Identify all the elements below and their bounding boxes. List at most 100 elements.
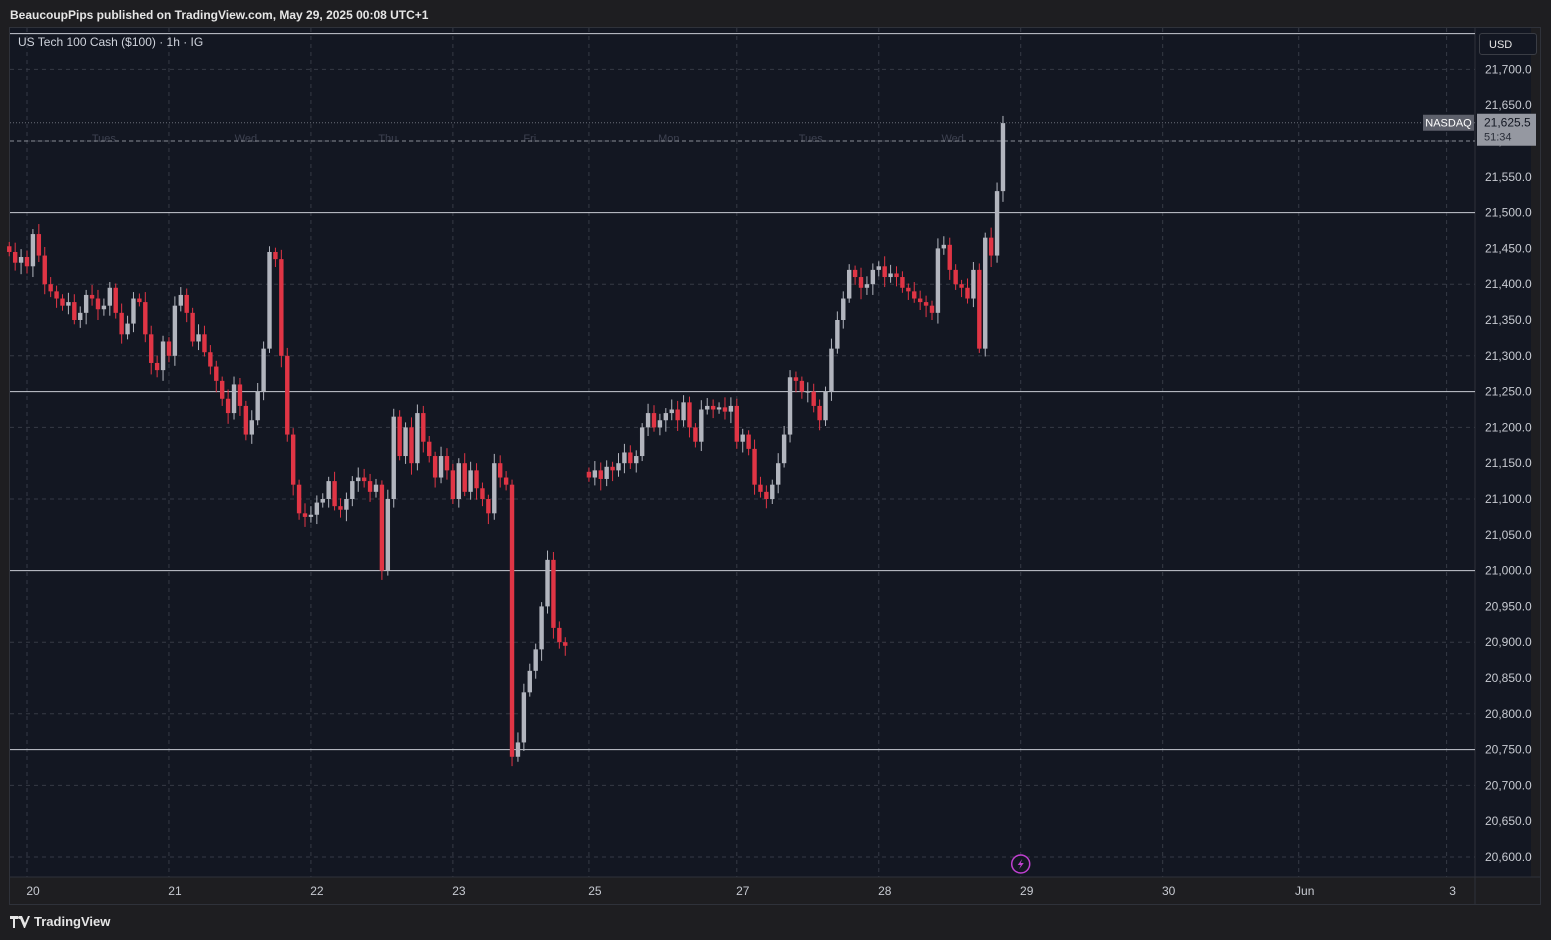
candle[interactable]	[60, 294, 65, 311]
candle[interactable]	[160, 335, 166, 381]
candle[interactable]	[231, 376, 237, 420]
candle[interactable]	[941, 236, 947, 255]
candle[interactable]	[557, 621, 562, 649]
candle[interactable]	[533, 643, 538, 679]
candle[interactable]	[243, 400, 249, 441]
candle[interactable]	[864, 276, 870, 295]
candle[interactable]	[799, 376, 805, 399]
candle[interactable]	[912, 282, 917, 303]
candle[interactable]	[119, 303, 124, 344]
candle[interactable]	[693, 423, 698, 448]
candle[interactable]	[545, 550, 550, 614]
candle[interactable]	[113, 283, 118, 319]
candle[interactable]	[965, 278, 970, 304]
candle[interactable]	[438, 446, 444, 484]
candle[interactable]	[101, 298, 107, 316]
candle[interactable]	[846, 264, 852, 303]
candle[interactable]	[332, 471, 337, 511]
candle[interactable]	[645, 403, 651, 436]
candle[interactable]	[267, 246, 272, 353]
candle[interactable]	[314, 495, 320, 525]
candle[interactable]	[255, 383, 260, 426]
candle[interactable]	[273, 247, 278, 268]
candle[interactable]	[681, 395, 686, 427]
candle[interactable]	[509, 479, 515, 767]
candle[interactable]	[710, 399, 716, 419]
candle[interactable]	[793, 371, 799, 393]
candle[interactable]	[367, 473, 373, 502]
candle[interactable]	[350, 476, 355, 507]
candle[interactable]	[154, 355, 160, 378]
candle[interactable]	[379, 480, 385, 580]
candle[interactable]	[397, 410, 402, 461]
candle[interactable]	[462, 453, 467, 497]
candle[interactable]	[746, 430, 751, 456]
candle[interactable]	[361, 468, 367, 488]
candle[interactable]	[811, 383, 816, 413]
candle[interactable]	[498, 455, 503, 488]
candle[interactable]	[474, 463, 479, 500]
candle[interactable]	[54, 285, 59, 308]
candle[interactable]	[959, 279, 964, 298]
candle[interactable]	[83, 289, 89, 325]
candle[interactable]	[131, 292, 136, 333]
candle[interactable]	[728, 397, 734, 424]
candle[interactable]	[302, 503, 308, 527]
candle[interactable]	[740, 428, 745, 453]
candle[interactable]	[651, 405, 657, 432]
candle[interactable]	[705, 398, 710, 415]
candle[interactable]	[95, 289, 101, 320]
candle[interactable]	[326, 476, 331, 508]
candle[interactable]	[143, 292, 148, 343]
candle[interactable]	[290, 428, 296, 496]
candle[interactable]	[89, 284, 95, 306]
candle[interactable]	[716, 402, 722, 414]
candle[interactable]	[764, 485, 769, 509]
candle[interactable]	[72, 294, 77, 325]
candle[interactable]	[953, 264, 958, 290]
candle[interactable]	[539, 602, 544, 661]
candle[interactable]	[184, 288, 189, 323]
candle[interactable]	[36, 224, 42, 263]
candle[interactable]	[7, 241, 12, 257]
candle[interactable]	[906, 283, 911, 300]
candle[interactable]	[977, 263, 982, 353]
candle[interactable]	[308, 506, 314, 523]
candle[interactable]	[663, 408, 669, 432]
candle[interactable]	[208, 345, 213, 375]
candle[interactable]	[734, 398, 739, 449]
lightning-icon[interactable]	[1010, 854, 1031, 874]
candle[interactable]	[468, 461, 473, 500]
candle[interactable]	[409, 417, 414, 475]
candle[interactable]	[450, 463, 456, 505]
candle[interactable]	[391, 408, 396, 508]
candle[interactable]	[781, 425, 787, 468]
candle[interactable]	[616, 453, 621, 477]
candle[interactable]	[492, 453, 497, 520]
candle[interactable]	[657, 413, 663, 436]
candle[interactable]	[592, 461, 598, 486]
candle[interactable]	[805, 382, 810, 403]
candle[interactable]	[24, 250, 30, 274]
candle[interactable]	[196, 324, 201, 351]
candle[interactable]	[758, 476, 763, 498]
candle[interactable]	[178, 287, 183, 312]
candle[interactable]	[634, 450, 639, 473]
candle[interactable]	[841, 291, 846, 329]
candle[interactable]	[356, 467, 361, 492]
candle[interactable]	[722, 397, 728, 420]
candle[interactable]	[622, 443, 627, 474]
candle[interactable]	[12, 242, 18, 271]
candle[interactable]	[527, 663, 532, 697]
candle[interactable]	[787, 370, 793, 443]
candle[interactable]	[214, 360, 219, 393]
candle[interactable]	[929, 300, 935, 320]
candle[interactable]	[373, 478, 379, 498]
candle[interactable]	[30, 229, 36, 278]
candle[interactable]	[917, 290, 923, 310]
candle[interactable]	[415, 404, 420, 471]
candle[interactable]	[66, 292, 71, 315]
candle[interactable]	[882, 256, 887, 288]
candle[interactable]	[947, 237, 952, 280]
